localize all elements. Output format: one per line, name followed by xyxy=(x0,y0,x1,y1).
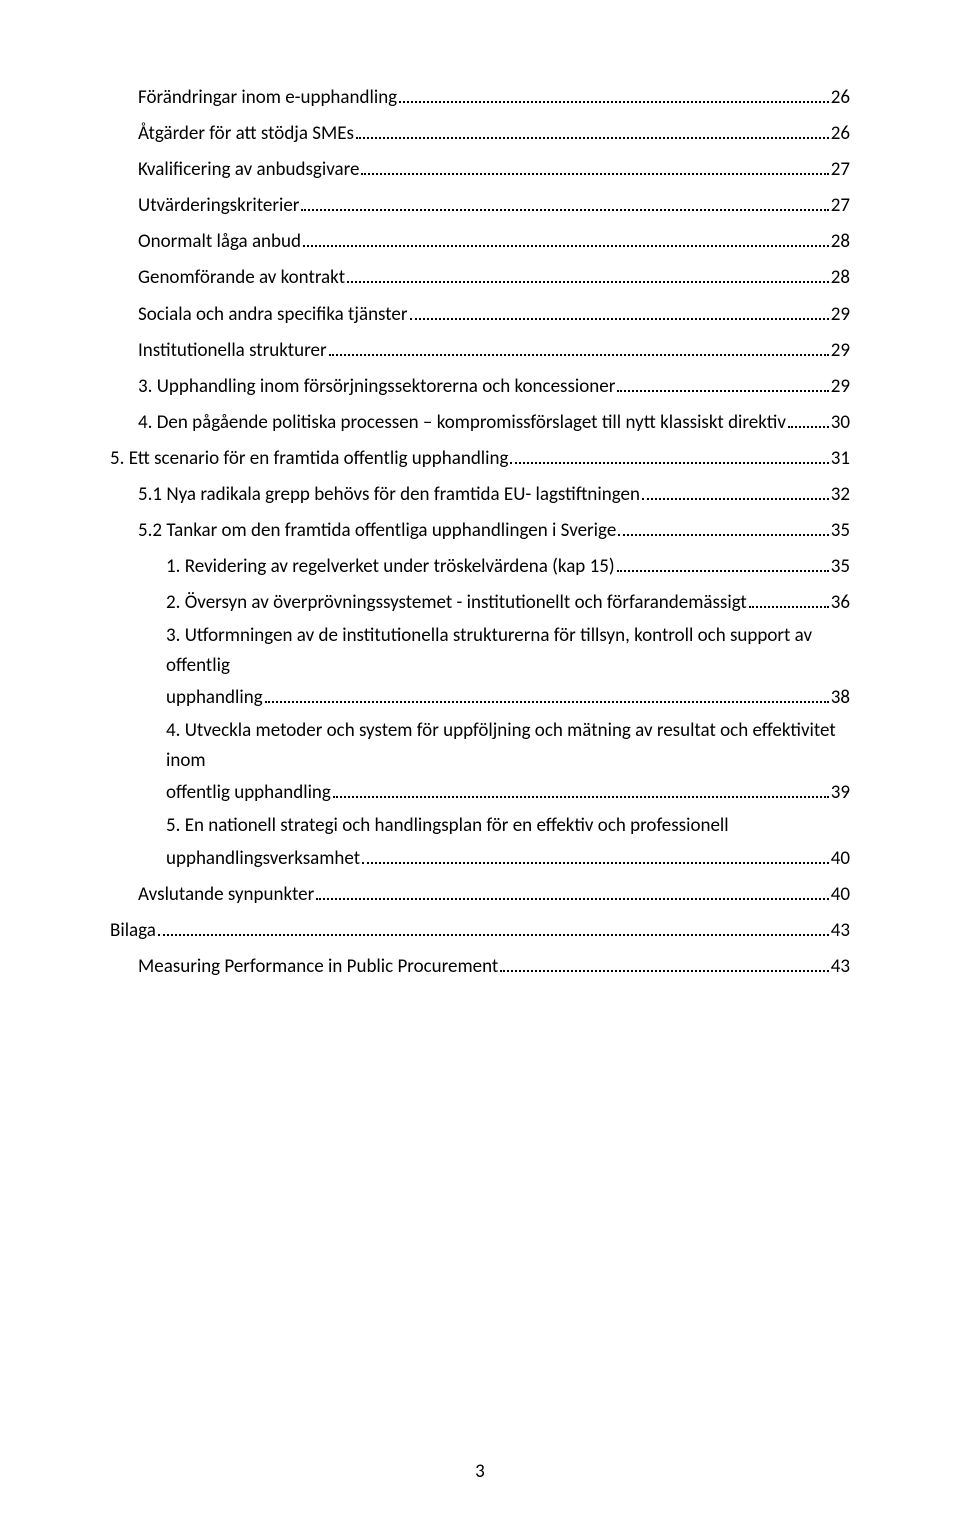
toc-entry: Genomförande av kontrakt 28 xyxy=(110,260,850,296)
toc-leader-dots xyxy=(362,862,829,864)
toc-entry-title: Bilaga xyxy=(110,913,156,949)
toc-entry: 4. Den pågående politiska processen – ko… xyxy=(110,405,850,441)
toc-entry-title: 3. Upphandling inom försörjningssektorer… xyxy=(138,369,615,405)
toc-entry-page: 40 xyxy=(831,877,850,913)
toc-entry: Institutionella strukturer 29 xyxy=(110,333,850,369)
toc-entry: 2. Översyn av överprövningssystemet - in… xyxy=(110,585,850,621)
toc-leader-dots xyxy=(642,498,829,500)
toc-entry: Sociala och andra specifika tjänster 29 xyxy=(110,297,850,333)
toc-leader-dots xyxy=(749,606,829,608)
page-number: 3 xyxy=(0,1460,960,1483)
toc-entry-title-tail: upphandling xyxy=(166,680,263,716)
toc-entry-page: 29 xyxy=(831,333,850,369)
toc-entry-title: Åtgärder för att stödja SMEs xyxy=(138,116,354,152)
toc-entry-page: 36 xyxy=(831,585,850,621)
toc-entry-continuation: upphandling 38 xyxy=(166,680,850,716)
toc-leader-dots xyxy=(347,281,829,283)
toc-entry: Åtgärder för att stödja SMEs 26 xyxy=(110,116,850,152)
toc-entry-page: 27 xyxy=(831,152,850,188)
document-page: Förändringar inom e-upphandling26Åtgärde… xyxy=(0,0,960,1521)
toc-entry-page: 29 xyxy=(831,297,850,333)
toc-entry: 3. Upphandling inom försörjningssektorer… xyxy=(110,369,850,405)
toc-leader-dots xyxy=(265,701,829,703)
toc-entry-page: 27 xyxy=(831,188,850,224)
toc-leader-dots xyxy=(399,101,829,103)
toc-entry-title: Förändringar inom e-upphandling xyxy=(138,80,397,116)
toc-entry-page: 26 xyxy=(831,80,850,116)
toc-entry-title-tail: upphandlingsverksamhet xyxy=(166,841,360,877)
toc-entry-page: 26 xyxy=(831,116,850,152)
toc-entry-title: Measuring Performance in Public Procurem… xyxy=(138,949,498,985)
toc-entry-page: 38 xyxy=(831,680,850,716)
toc-entry-page: 43 xyxy=(831,949,850,985)
toc-entry: Bilaga 43 xyxy=(110,913,850,949)
toc-entry: 5. Ett scenario för en framtida offentli… xyxy=(110,441,850,477)
toc-leader-dots xyxy=(510,462,828,464)
toc-leader-dots xyxy=(361,173,828,175)
toc-leader-dots xyxy=(303,245,829,247)
toc-leader-dots xyxy=(333,796,829,798)
toc-entry: 5.2 Tankar om den framtida offentliga up… xyxy=(110,513,850,549)
toc-entry-title: Avslutande synpunkter xyxy=(138,877,314,913)
toc-leader-dots xyxy=(158,934,829,936)
toc-entry-title: 5.1 Nya radikala grepp behövs för den fr… xyxy=(138,477,640,513)
toc-entry-title: 5. Ett scenario för en framtida offentli… xyxy=(110,441,508,477)
toc-entry-title: Onormalt låga anbud xyxy=(138,224,301,260)
toc-entry-title: 4. Utveckla metoder och system för uppfö… xyxy=(166,716,850,775)
toc-leader-dots xyxy=(500,970,828,972)
toc-entry-title: Sociala och andra specifika tjänster xyxy=(138,297,408,333)
toc-leader-dots xyxy=(618,534,828,536)
toc-entry: 1. Revidering av regelverket under trösk… xyxy=(110,549,850,585)
toc-entry: Kvalificering av anbudsgivare 27 xyxy=(110,152,850,188)
toc-entry-title: 4. Den pågående politiska processen – ko… xyxy=(138,405,786,441)
toc-entry-title: 5.2 Tankar om den framtida offentliga up… xyxy=(138,513,616,549)
toc-leader-dots xyxy=(617,570,829,572)
toc-leader-dots xyxy=(356,137,829,139)
toc-entry-title: 3. Utformningen av de institutionella st… xyxy=(166,621,850,680)
toc-entry-title: 1. Revidering av regelverket under trösk… xyxy=(166,549,615,585)
toc-leader-dots xyxy=(788,426,829,428)
toc-entry: Förändringar inom e-upphandling 26 xyxy=(110,80,850,116)
toc-entry-title: Kvalificering av anbudsgivare xyxy=(138,152,359,188)
toc-leader-dots xyxy=(316,898,828,900)
toc-leader-dots xyxy=(329,354,829,356)
toc-entry-page: 43 xyxy=(831,913,850,949)
toc-entry-title: Institutionella strukturer xyxy=(138,333,327,369)
toc-entry-page: 35 xyxy=(831,549,850,585)
toc-entry-continuation: upphandlingsverksamhet 40 xyxy=(166,841,850,877)
toc-entry-page: 29 xyxy=(831,369,850,405)
toc-entry: Avslutande synpunkter 40 xyxy=(110,877,850,913)
toc-entry: Onormalt låga anbud 28 xyxy=(110,224,850,260)
toc-entry: Utvärderingskriterier 27 xyxy=(110,188,850,224)
toc-entry: 5. En nationell strategi och handlingspl… xyxy=(110,811,850,877)
toc-entry-page: 28 xyxy=(831,224,850,260)
toc-leader-dots xyxy=(410,318,829,320)
toc-entry-title: Genomförande av kontrakt xyxy=(138,260,345,296)
toc-entry-title: Utvärderingskriterier xyxy=(138,188,299,224)
toc-entry: 4. Utveckla metoder och system för uppfö… xyxy=(110,716,850,811)
toc-entry: Measuring Performance in Public Procurem… xyxy=(110,949,850,985)
toc-entry-page: 28 xyxy=(831,260,850,296)
toc-entry-title-tail: offentlig upphandling xyxy=(166,775,331,811)
toc-entry-page: 31 xyxy=(831,441,850,477)
toc-entry-page: 30 xyxy=(831,405,850,441)
toc-leader-dots xyxy=(617,390,828,392)
toc-entry: 5.1 Nya radikala grepp behövs för den fr… xyxy=(110,477,850,513)
toc-entry-title: 2. Översyn av överprövningssystemet - in… xyxy=(166,585,747,621)
toc-leader-dots xyxy=(301,209,828,211)
toc-entry-page: 39 xyxy=(831,775,850,811)
table-of-contents: Förändringar inom e-upphandling26Åtgärde… xyxy=(110,80,850,985)
toc-entry-page: 35 xyxy=(831,513,850,549)
toc-entry-page: 32 xyxy=(831,477,850,513)
toc-entry-title: 5. En nationell strategi och handlingspl… xyxy=(166,811,850,840)
toc-entry: 3. Utformningen av de institutionella st… xyxy=(110,621,850,716)
toc-entry-continuation: offentlig upphandling 39 xyxy=(166,775,850,811)
toc-entry-page: 40 xyxy=(831,841,850,877)
